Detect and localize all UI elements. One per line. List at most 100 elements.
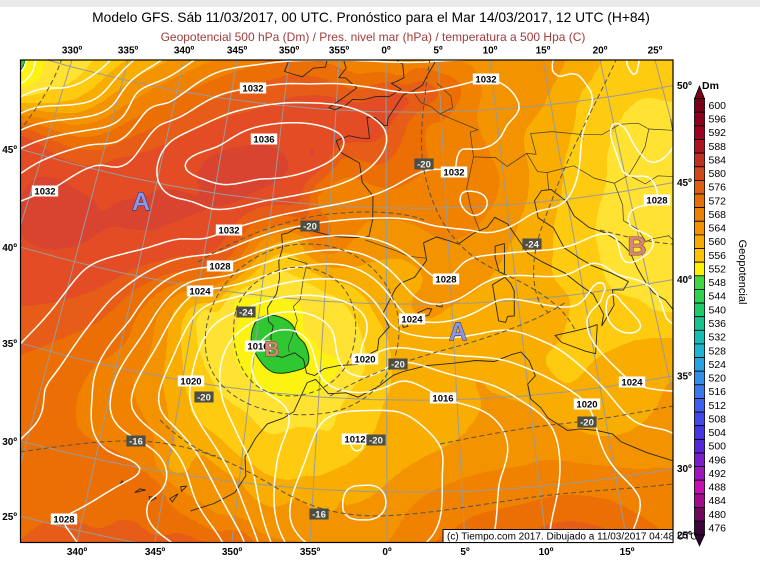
svg-text:552: 552 bbox=[709, 264, 727, 276]
svg-text:40º: 40º bbox=[2, 243, 17, 254]
svg-text:Modelo GFS. Sáb 11/03/2017, 00: Modelo GFS. Sáb 11/03/2017, 00 UTC. Pron… bbox=[92, 10, 650, 25]
svg-text:1028: 1028 bbox=[646, 196, 667, 207]
svg-text:20º: 20º bbox=[593, 46, 608, 57]
svg-text:340º: 340º bbox=[174, 46, 195, 57]
svg-text:492: 492 bbox=[709, 468, 727, 480]
svg-text:355º: 355º bbox=[300, 547, 321, 558]
svg-text:-16: -16 bbox=[129, 437, 143, 448]
svg-text:0º: 0º bbox=[381, 46, 391, 57]
svg-text:588: 588 bbox=[709, 141, 727, 153]
svg-text:512: 512 bbox=[709, 400, 727, 412]
svg-text:30º: 30º bbox=[677, 464, 692, 475]
svg-text:0º: 0º bbox=[382, 547, 392, 558]
svg-text:520: 520 bbox=[709, 373, 727, 385]
svg-text:-20: -20 bbox=[197, 393, 211, 404]
svg-text:5º: 5º bbox=[433, 46, 443, 57]
svg-text:350º: 350º bbox=[279, 46, 300, 57]
svg-text:5º: 5º bbox=[460, 547, 470, 558]
svg-text:15º: 15º bbox=[620, 547, 635, 558]
svg-text:560: 560 bbox=[709, 236, 727, 248]
svg-text:476: 476 bbox=[709, 522, 727, 534]
svg-text:584: 584 bbox=[709, 154, 727, 166]
svg-text:15º: 15º bbox=[536, 46, 551, 57]
svg-text:10º: 10º bbox=[539, 547, 554, 558]
svg-text:Dm: Dm bbox=[702, 80, 719, 92]
svg-text:500: 500 bbox=[709, 441, 727, 453]
svg-text:Geopotencial: Geopotencial bbox=[736, 240, 748, 305]
svg-text:504: 504 bbox=[709, 427, 727, 439]
svg-text:335º: 335º bbox=[118, 46, 139, 57]
svg-text:1024: 1024 bbox=[621, 378, 643, 389]
svg-text:488: 488 bbox=[709, 482, 727, 494]
svg-text:330º: 330º bbox=[62, 46, 83, 57]
svg-text:1036: 1036 bbox=[253, 135, 274, 146]
svg-text:10º: 10º bbox=[483, 46, 498, 57]
svg-text:25º: 25º bbox=[648, 46, 663, 57]
svg-text:(c) Tiempo.com 2017. Dibujado: (c) Tiempo.com 2017. Dibujado a 11/03/20… bbox=[447, 532, 698, 543]
svg-text:B: B bbox=[264, 338, 279, 361]
svg-text:1020: 1020 bbox=[354, 355, 375, 366]
svg-text:484: 484 bbox=[709, 495, 727, 507]
svg-text:50º: 50º bbox=[677, 81, 692, 92]
svg-text:1020: 1020 bbox=[576, 400, 597, 411]
svg-text:540: 540 bbox=[709, 304, 727, 316]
svg-text:-16: -16 bbox=[312, 510, 326, 521]
svg-text:480: 480 bbox=[709, 509, 727, 521]
svg-text:-20: -20 bbox=[303, 222, 317, 233]
svg-text:1028: 1028 bbox=[53, 515, 74, 526]
svg-text:1024: 1024 bbox=[401, 315, 423, 326]
svg-text:350º: 350º bbox=[222, 547, 243, 558]
svg-text:A: A bbox=[132, 188, 150, 216]
svg-text:-20: -20 bbox=[391, 360, 405, 371]
svg-text:1032: 1032 bbox=[218, 226, 239, 237]
svg-text:496: 496 bbox=[709, 454, 727, 466]
svg-text:35º: 35º bbox=[2, 339, 17, 350]
svg-text:-20: -20 bbox=[417, 160, 431, 171]
svg-text:1032: 1032 bbox=[34, 187, 55, 198]
svg-text:45º: 45º bbox=[2, 145, 17, 156]
svg-text:345º: 345º bbox=[227, 46, 248, 57]
svg-text:596: 596 bbox=[709, 114, 727, 126]
svg-text:-24: -24 bbox=[239, 308, 253, 319]
svg-text:528: 528 bbox=[709, 345, 727, 357]
svg-text:1016: 1016 bbox=[432, 394, 453, 405]
svg-text:600: 600 bbox=[709, 100, 727, 112]
svg-text:532: 532 bbox=[709, 332, 727, 344]
svg-text:1032: 1032 bbox=[242, 84, 263, 95]
svg-text:1024: 1024 bbox=[189, 287, 211, 298]
svg-text:1028: 1028 bbox=[435, 275, 456, 286]
svg-text:548: 548 bbox=[709, 277, 727, 289]
svg-text:564: 564 bbox=[709, 223, 727, 235]
svg-text:1032: 1032 bbox=[443, 168, 464, 179]
svg-text:1020: 1020 bbox=[180, 377, 201, 388]
svg-text:580: 580 bbox=[709, 168, 727, 180]
svg-text:544: 544 bbox=[709, 291, 727, 303]
svg-text:1016: 1016 bbox=[247, 342, 268, 353]
svg-text:35º: 35º bbox=[677, 371, 692, 382]
svg-text:576: 576 bbox=[709, 182, 727, 194]
svg-text:508: 508 bbox=[709, 413, 727, 425]
svg-text:345º: 345º bbox=[145, 547, 166, 558]
svg-text:A: A bbox=[449, 318, 467, 346]
svg-text:516: 516 bbox=[709, 386, 727, 398]
svg-text:556: 556 bbox=[709, 250, 727, 262]
svg-text:Geopotencial 500 hPa (Dm) / Pr: Geopotencial 500 hPa (Dm) / Pres. nivel … bbox=[161, 30, 586, 44]
svg-text:1028: 1028 bbox=[209, 262, 230, 273]
svg-text:340º: 340º bbox=[67, 547, 88, 558]
svg-text:B: B bbox=[628, 231, 647, 261]
svg-text:1012: 1012 bbox=[344, 435, 365, 446]
svg-text:524: 524 bbox=[709, 359, 727, 371]
svg-text:592: 592 bbox=[709, 127, 727, 139]
svg-text:25º: 25º bbox=[2, 512, 17, 523]
svg-text:1032: 1032 bbox=[475, 75, 496, 86]
svg-text:572: 572 bbox=[709, 195, 727, 207]
svg-text:355º: 355º bbox=[329, 46, 350, 57]
svg-text:-20: -20 bbox=[580, 418, 594, 429]
svg-text:30º: 30º bbox=[2, 437, 17, 448]
svg-text:-20: -20 bbox=[369, 436, 383, 447]
svg-text:45º: 45º bbox=[677, 178, 692, 189]
svg-text:568: 568 bbox=[709, 209, 727, 221]
svg-text:40º: 40º bbox=[677, 275, 692, 286]
svg-text:25º: 25º bbox=[677, 531, 692, 542]
svg-text:536: 536 bbox=[709, 318, 727, 330]
